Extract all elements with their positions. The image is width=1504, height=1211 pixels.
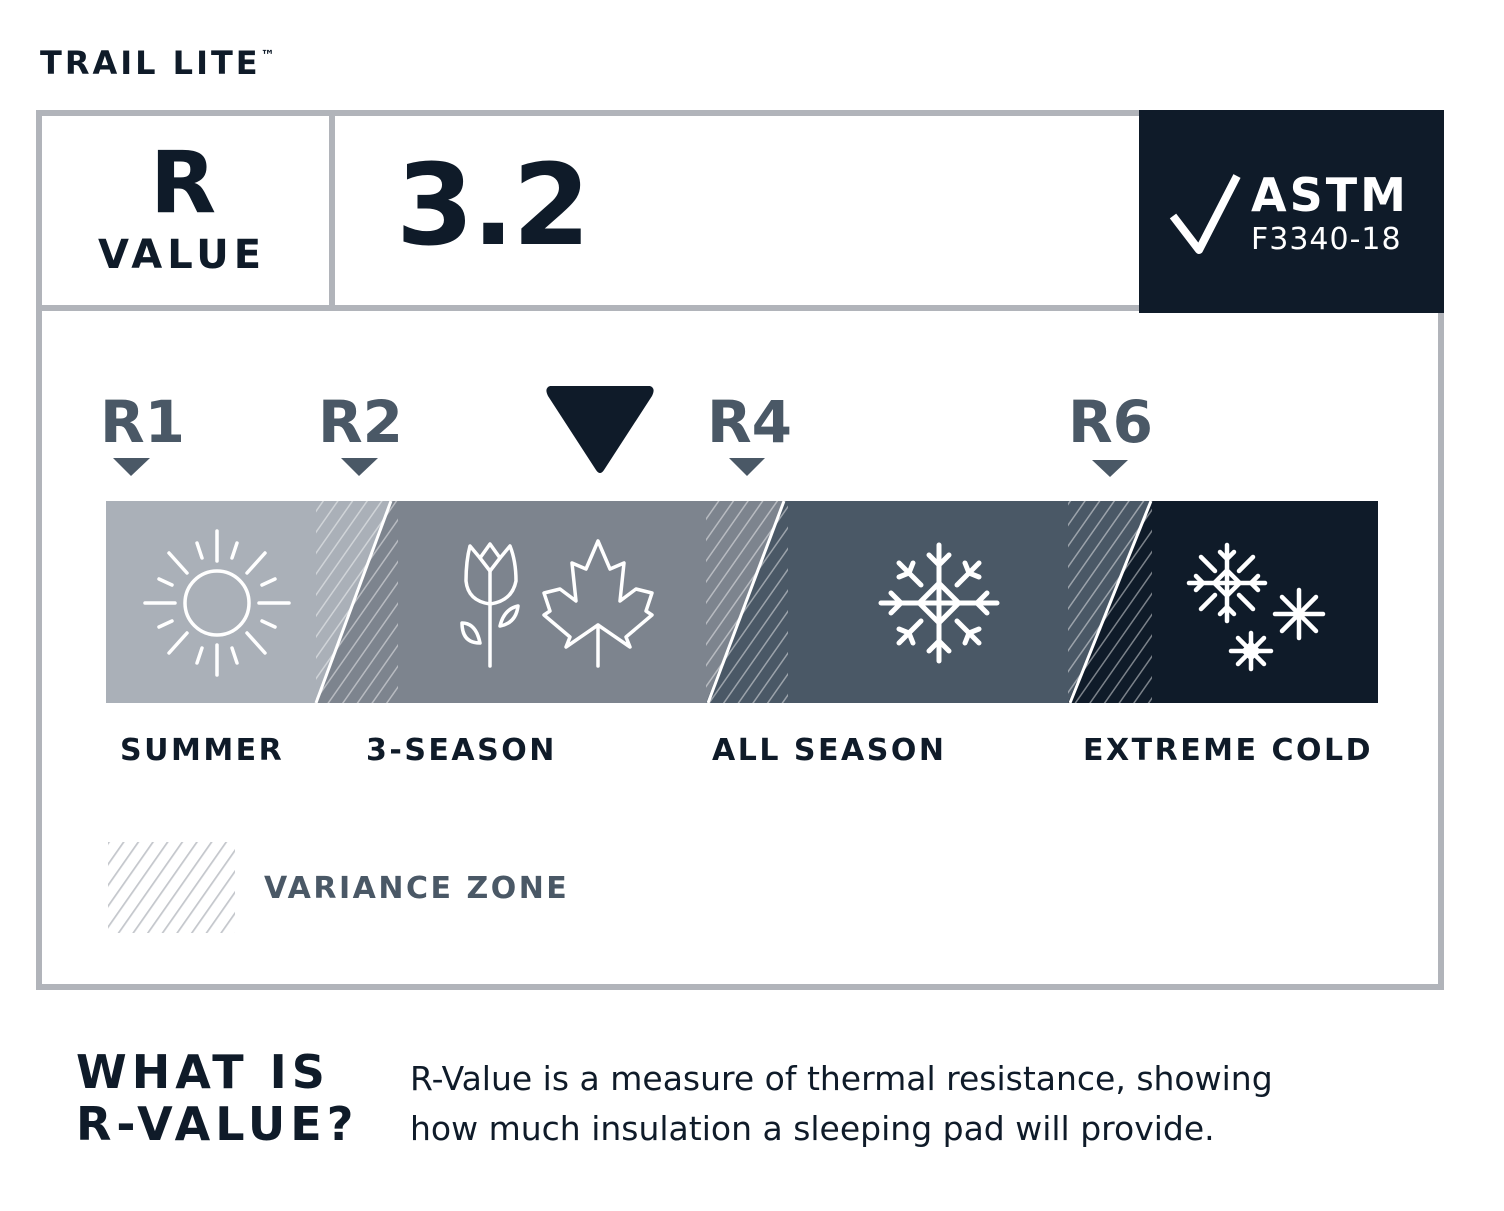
sun-icon <box>143 529 291 677</box>
marker-r1-arrow <box>113 458 150 476</box>
zone-label-extreme-cold: EXTREME COLD <box>1083 733 1374 768</box>
checkmark-icon <box>1169 174 1241 254</box>
marker-r6: R6 <box>1068 388 1154 456</box>
marker-r2-arrow <box>341 458 378 476</box>
r-letter: R <box>150 133 217 233</box>
divider <box>329 110 335 308</box>
explainer-text: R-Value is a measure of thermal resistan… <box>410 1059 1273 1148</box>
current-value-indicator <box>546 386 654 473</box>
marker-r1: R1 <box>100 388 186 456</box>
zone-label-3-season: 3-SEASON <box>366 733 557 768</box>
astm-code: F3340-18 <box>1251 222 1402 257</box>
divider <box>36 305 1444 311</box>
marker-r2: R2 <box>318 388 404 456</box>
legend-label: VARIANCE ZONE <box>264 871 570 906</box>
zone-label-summer: SUMMER <box>120 733 285 768</box>
snowflake-icon <box>878 542 1000 664</box>
product-title: TRAIL LITE™ <box>40 44 278 82</box>
marker-r6-arrow <box>1092 460 1128 477</box>
rvalue-scale <box>106 386 1378 704</box>
value-word: VALUE <box>98 232 267 278</box>
astm-standard: ASTM <box>1251 168 1409 222</box>
marker-r4: R4 <box>707 388 793 456</box>
zone-label-all-season: ALL SEASON <box>712 733 947 768</box>
rvalue-number: 3.2 <box>396 141 590 271</box>
rvalue-card <box>36 110 1444 990</box>
maple-leaf-icon <box>542 539 654 668</box>
snowflakes-icon <box>1186 542 1326 672</box>
tulip-icon <box>460 542 520 668</box>
explainer-heading: WHAT IS R-VALUE? <box>76 1045 359 1151</box>
marker-arrows <box>113 386 1128 477</box>
astm-badge: ASTM F3340-18 <box>1139 110 1444 313</box>
variance-zone-swatch <box>108 842 235 933</box>
marker-r4-arrow <box>729 458 765 476</box>
